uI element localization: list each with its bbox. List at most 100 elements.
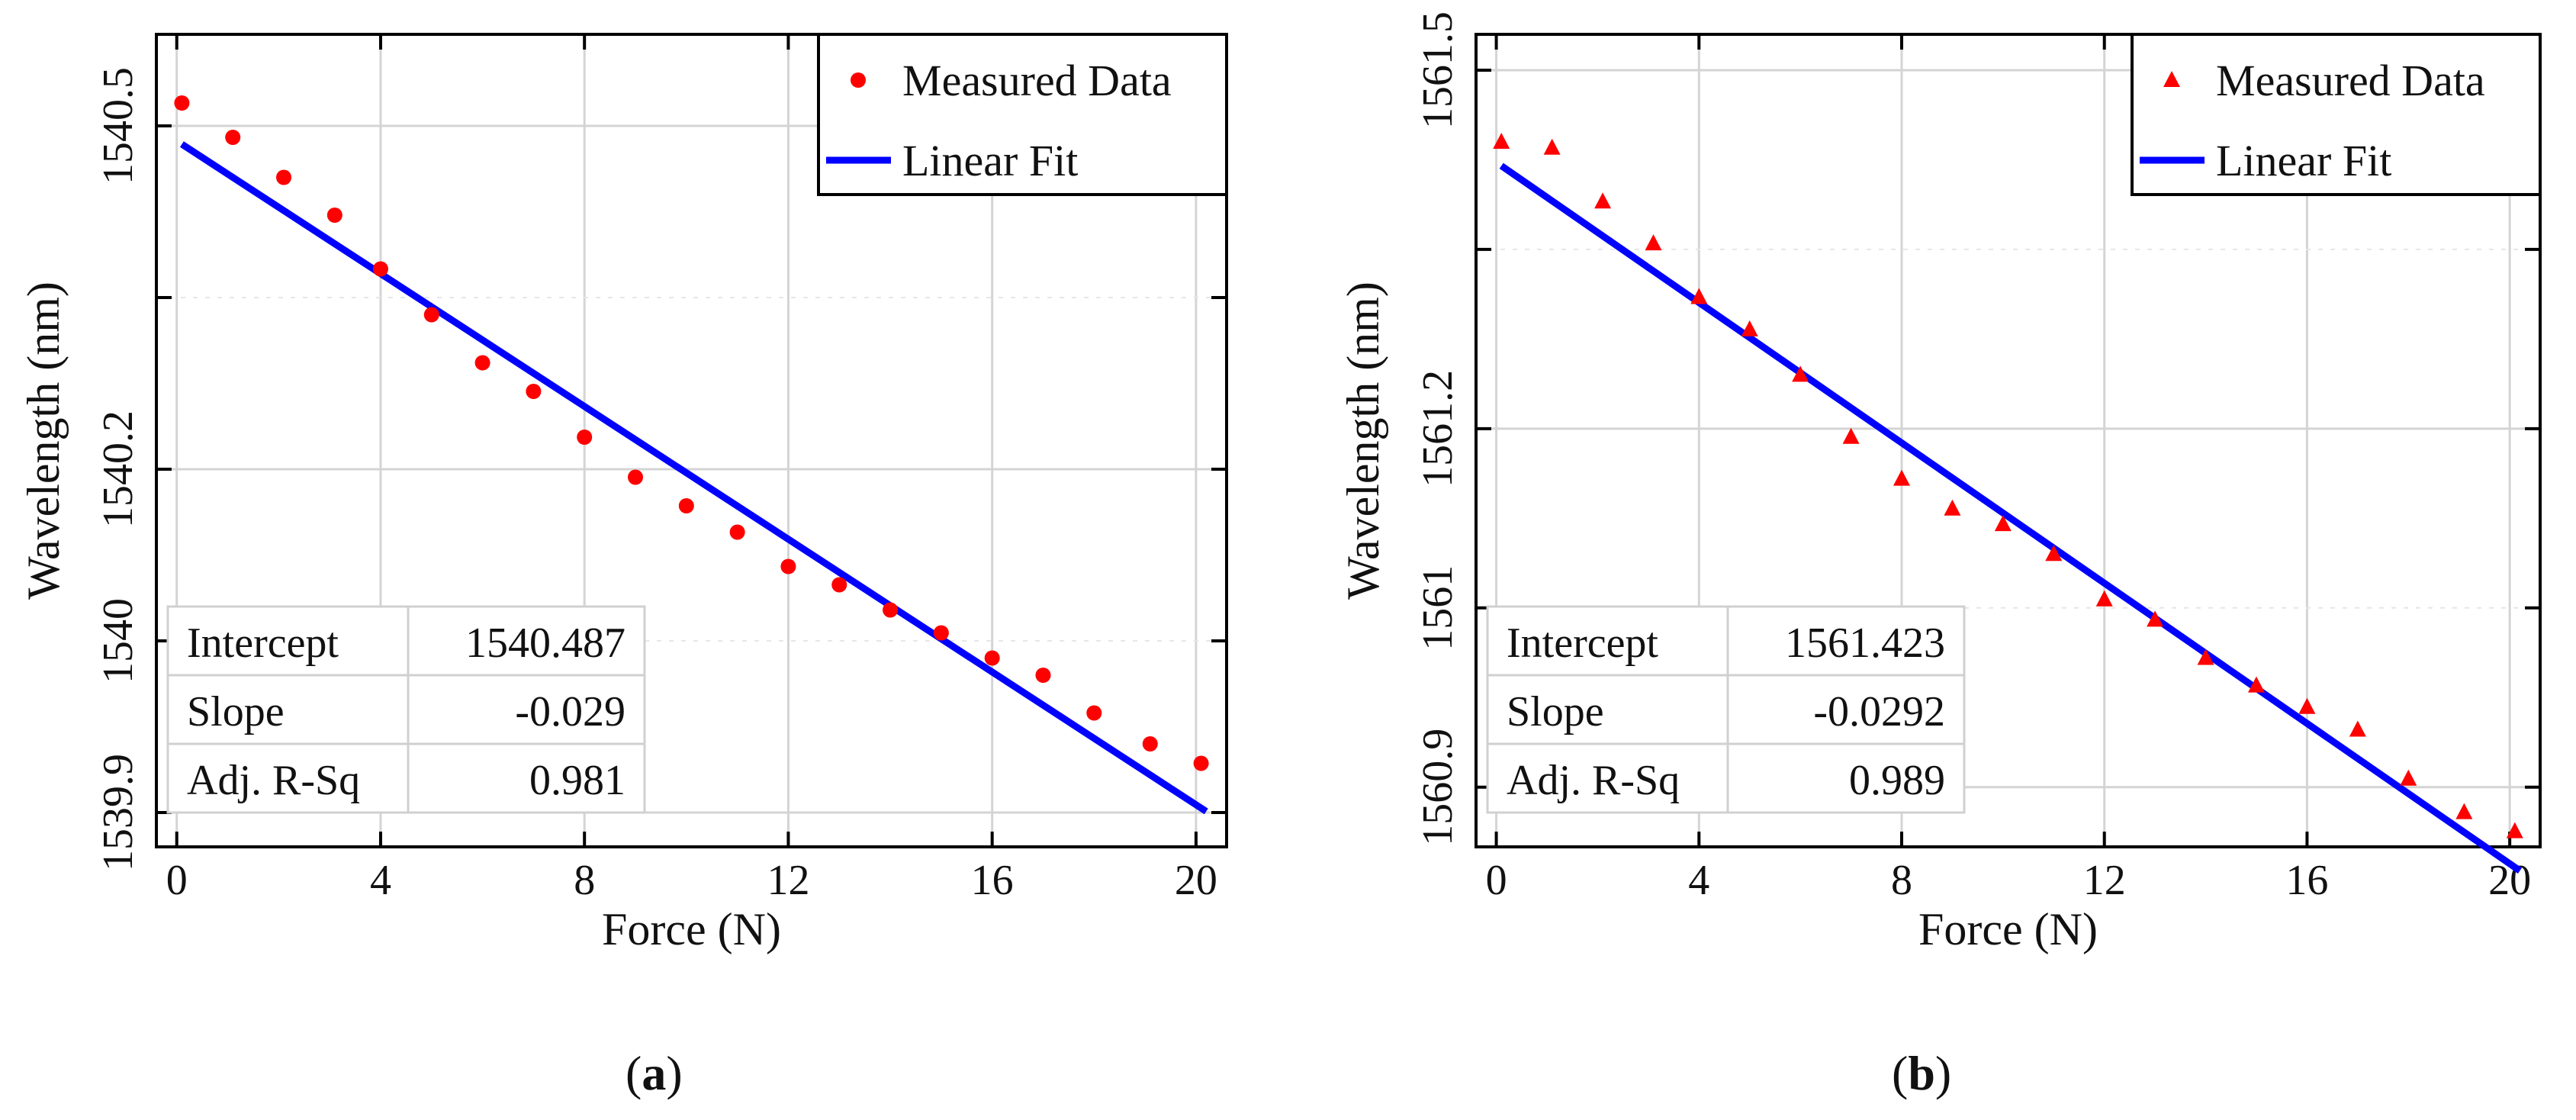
data-point: [1893, 469, 1910, 486]
x-tick-label: 8: [574, 857, 595, 904]
stats-value: 0.989: [1849, 757, 1945, 804]
data-point: [1792, 365, 1809, 382]
caption-a-close: ): [666, 1046, 683, 1100]
data-point: [678, 498, 694, 513]
plot-frame: [155, 33, 1228, 848]
data-point: [1493, 132, 1510, 149]
x-tick-label: 0: [166, 857, 188, 904]
data-point: [174, 95, 190, 111]
stats-value: 1561.423: [1785, 620, 1945, 667]
caption-a-open: (: [626, 1046, 642, 1100]
data-point: [326, 208, 343, 223]
data-point: [423, 307, 439, 323]
caption-b-open: (: [1892, 1046, 1909, 1100]
data-point: [577, 430, 593, 445]
legend-label-measured: Measured Data: [2216, 56, 2485, 105]
data-point: [883, 602, 899, 618]
x-tick-label: 12: [2083, 857, 2126, 904]
x-tick-label: 0: [1486, 857, 1507, 904]
data-point: [1594, 192, 1612, 209]
data-point: [628, 469, 644, 485]
caption-a: (a): [626, 1045, 683, 1102]
legend-label-measured: Measured Data: [902, 56, 1172, 105]
x-axis-label: Force (N): [1918, 904, 2098, 954]
stats-value: -0.0292: [1813, 688, 1945, 735]
linear-fit-line: [1499, 163, 2522, 874]
caption-b-close: ): [1934, 1046, 1952, 1100]
y-tick-label-minor: 1540: [95, 598, 142, 684]
stats-table: [166, 605, 646, 814]
data-point: [2349, 720, 2366, 737]
y-tick-label: 1561.2: [1414, 370, 1462, 488]
plot-frame: [1475, 33, 2542, 848]
data-point: [526, 384, 542, 399]
data-point: [2045, 545, 2063, 562]
y-tick-label: 1539.9: [95, 754, 142, 871]
data-point: [933, 625, 949, 641]
data-point: [1645, 234, 1662, 251]
data-point: [1690, 288, 1708, 304]
data-point: [2400, 769, 2417, 786]
data-point: [780, 558, 796, 574]
data-point: [2298, 697, 2316, 714]
stats-key: Intercept: [1507, 620, 1658, 667]
y-tick-label-minor: 1561: [1414, 565, 1462, 651]
data-point: [1035, 668, 1051, 683]
y-tick-label: 1540.5: [95, 67, 142, 185]
stats-key: Intercept: [187, 620, 339, 667]
x-tick-label: 16: [971, 857, 1014, 904]
data-point: [729, 524, 745, 540]
data-point: [1086, 705, 1102, 721]
data-point: [1842, 427, 1860, 444]
stats-value: -0.029: [515, 688, 626, 735]
x-tick-label: 12: [767, 857, 809, 904]
x-axis-label: Force (N): [602, 904, 781, 954]
legend-label-fit: Linear Fit: [2216, 136, 2391, 185]
y-tick-label: 1560.9: [1414, 729, 1462, 846]
x-tick-label: 4: [370, 857, 391, 904]
caption-b-label: b: [1908, 1046, 1935, 1100]
data-point: [1193, 755, 1209, 771]
data-point: [474, 355, 490, 371]
data-point: [1741, 320, 1758, 336]
data-point: [1543, 138, 1561, 155]
stats-table: [1486, 605, 1966, 814]
stats-key: Slope: [1507, 688, 1604, 735]
data-point: [984, 650, 1000, 666]
stats-key: Adj. R-Sq: [187, 757, 360, 804]
caption-b: (b): [1892, 1045, 1951, 1102]
chart-panel-a: 0 4 8 12 16 20 1539.9 1540.2 1540.5 1540 Force (N)…: [18, 33, 1228, 954]
data-point: [2455, 803, 2473, 819]
data-point: [831, 577, 847, 593]
legend-label-fit: Linear Fit: [902, 136, 1078, 185]
x-tick-label: 16: [2285, 857, 2328, 904]
data-point: [1142, 736, 1158, 751]
data-point: [2248, 676, 2265, 693]
x-tick-label: 8: [1891, 857, 1912, 904]
y-tick-label: 1540.2: [95, 410, 142, 528]
legend-marker-points: [2163, 71, 2180, 87]
x-tick-label: 20: [1175, 857, 1217, 904]
data-point: [276, 169, 292, 185]
y-tick-label: 1561.5: [1414, 11, 1462, 129]
stats-key: Slope: [187, 688, 285, 735]
data-point: [1944, 499, 1961, 516]
y-axis-label: Wavelength (nm): [1338, 282, 1388, 600]
data-point: [2147, 610, 2164, 627]
legend-marker-points: [851, 72, 866, 88]
legend-box: [2131, 33, 2542, 196]
data-point: [2506, 822, 2523, 838]
data-point: [372, 261, 388, 277]
stats-key: Adj. R-Sq: [1507, 757, 1680, 804]
legend-box: [817, 33, 1228, 196]
x-tick-label: 4: [1688, 857, 1709, 904]
data-point: [225, 130, 241, 145]
stats-value: 0.981: [529, 757, 626, 804]
data-point: [1994, 515, 2012, 532]
linear-fit-line: [179, 141, 1208, 815]
data-point: [2095, 590, 2113, 607]
stats-value: 1540.487: [465, 620, 626, 667]
data-point: [2197, 649, 2214, 665]
